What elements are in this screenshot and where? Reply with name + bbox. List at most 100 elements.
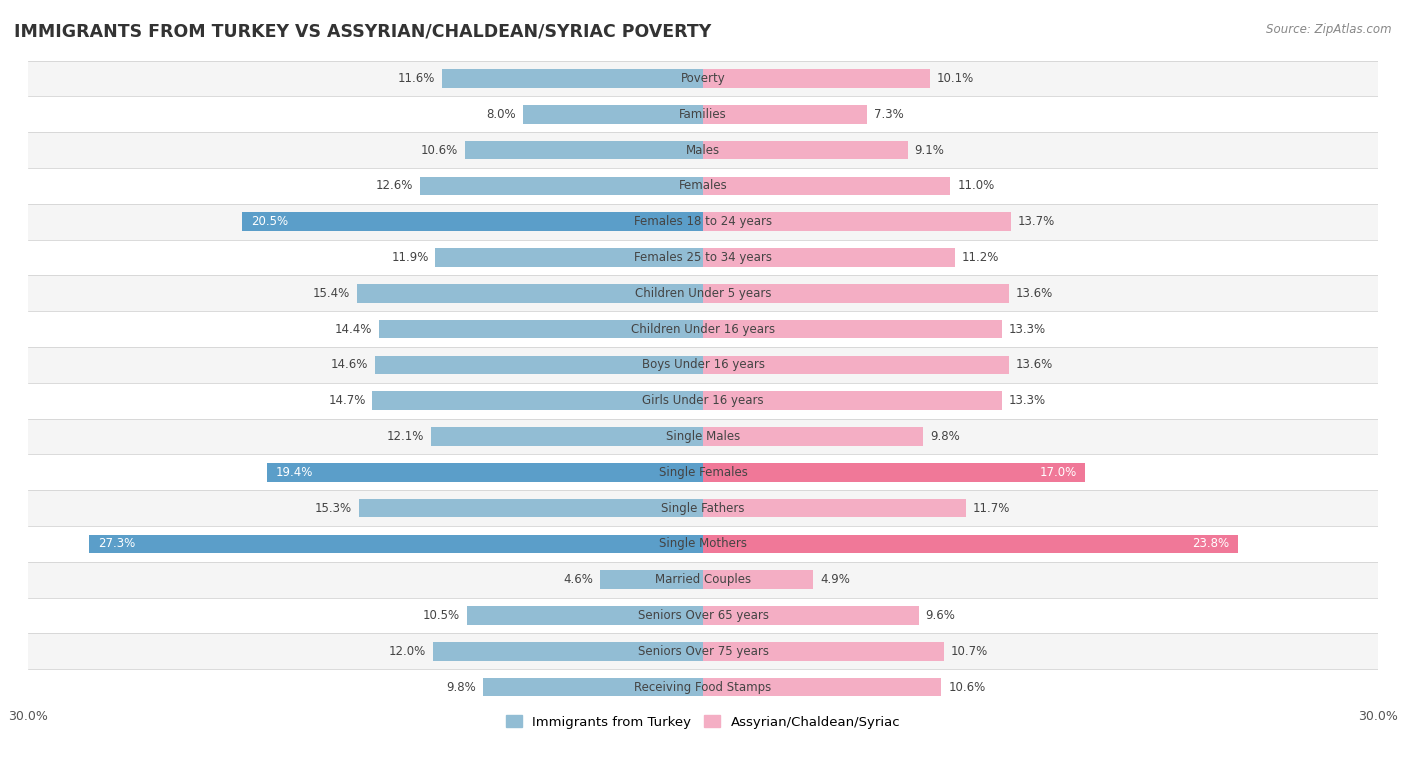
- Text: Married Couples: Married Couples: [655, 573, 751, 586]
- Bar: [523, 105, 703, 124]
- Bar: [28, 490, 1378, 526]
- Bar: [703, 356, 1010, 374]
- Text: 15.3%: 15.3%: [315, 502, 352, 515]
- Text: 9.8%: 9.8%: [931, 430, 960, 443]
- Bar: [28, 347, 1378, 383]
- Bar: [359, 499, 703, 518]
- Bar: [433, 642, 703, 660]
- Bar: [380, 320, 703, 338]
- Text: 17.0%: 17.0%: [1039, 465, 1077, 479]
- Text: 13.3%: 13.3%: [1010, 323, 1046, 336]
- Bar: [703, 69, 931, 88]
- Text: 4.6%: 4.6%: [562, 573, 593, 586]
- Bar: [28, 454, 1378, 490]
- Bar: [357, 284, 703, 302]
- Bar: [28, 132, 1378, 168]
- Text: Females 18 to 24 years: Females 18 to 24 years: [634, 215, 772, 228]
- Text: 11.7%: 11.7%: [973, 502, 1011, 515]
- Bar: [703, 320, 1002, 338]
- Bar: [28, 634, 1378, 669]
- Bar: [467, 606, 703, 625]
- Bar: [28, 562, 1378, 597]
- Text: Receiving Food Stamps: Receiving Food Stamps: [634, 681, 772, 694]
- Text: 12.0%: 12.0%: [389, 645, 426, 658]
- Text: 11.2%: 11.2%: [962, 251, 1000, 264]
- Text: Females: Females: [679, 180, 727, 193]
- Text: 10.5%: 10.5%: [423, 609, 460, 622]
- Bar: [267, 463, 703, 481]
- Bar: [419, 177, 703, 196]
- Text: 9.8%: 9.8%: [446, 681, 475, 694]
- Text: Families: Families: [679, 108, 727, 121]
- Text: 11.6%: 11.6%: [398, 72, 436, 85]
- Bar: [28, 526, 1378, 562]
- Text: 10.7%: 10.7%: [950, 645, 987, 658]
- Text: 12.1%: 12.1%: [387, 430, 425, 443]
- Bar: [703, 678, 942, 697]
- Bar: [703, 248, 955, 267]
- Text: Girls Under 16 years: Girls Under 16 years: [643, 394, 763, 407]
- Bar: [703, 177, 950, 196]
- Bar: [28, 61, 1378, 96]
- Bar: [703, 499, 966, 518]
- Text: 11.9%: 11.9%: [391, 251, 429, 264]
- Text: 10.6%: 10.6%: [420, 143, 458, 157]
- Bar: [28, 669, 1378, 705]
- Text: 10.6%: 10.6%: [948, 681, 986, 694]
- Bar: [441, 69, 703, 88]
- Text: 14.7%: 14.7%: [328, 394, 366, 407]
- Text: 7.3%: 7.3%: [875, 108, 904, 121]
- Bar: [436, 248, 703, 267]
- Text: 9.1%: 9.1%: [914, 143, 945, 157]
- Bar: [482, 678, 703, 697]
- Text: Single Mothers: Single Mothers: [659, 537, 747, 550]
- Bar: [28, 240, 1378, 275]
- Text: Seniors Over 75 years: Seniors Over 75 years: [637, 645, 769, 658]
- Bar: [703, 212, 1011, 231]
- Text: 27.3%: 27.3%: [98, 537, 135, 550]
- Text: Females 25 to 34 years: Females 25 to 34 years: [634, 251, 772, 264]
- Bar: [703, 534, 1239, 553]
- Bar: [703, 606, 920, 625]
- Text: Single Fathers: Single Fathers: [661, 502, 745, 515]
- Text: IMMIGRANTS FROM TURKEY VS ASSYRIAN/CHALDEAN/SYRIAC POVERTY: IMMIGRANTS FROM TURKEY VS ASSYRIAN/CHALD…: [14, 23, 711, 41]
- Text: 13.6%: 13.6%: [1015, 287, 1053, 300]
- Text: 9.6%: 9.6%: [925, 609, 956, 622]
- Text: Single Males: Single Males: [666, 430, 740, 443]
- Text: 13.3%: 13.3%: [1010, 394, 1046, 407]
- Text: 15.4%: 15.4%: [312, 287, 350, 300]
- Bar: [703, 463, 1085, 481]
- Text: Single Females: Single Females: [658, 465, 748, 479]
- Bar: [599, 570, 703, 589]
- Legend: Immigrants from Turkey, Assyrian/Chaldean/Syriac: Immigrants from Turkey, Assyrian/Chaldea…: [501, 709, 905, 734]
- Text: Males: Males: [686, 143, 720, 157]
- Text: Source: ZipAtlas.com: Source: ZipAtlas.com: [1267, 23, 1392, 36]
- Text: 10.1%: 10.1%: [936, 72, 974, 85]
- Bar: [373, 391, 703, 410]
- Bar: [430, 428, 703, 446]
- Bar: [28, 418, 1378, 454]
- Bar: [28, 312, 1378, 347]
- Text: Boys Under 16 years: Boys Under 16 years: [641, 359, 765, 371]
- Text: Children Under 16 years: Children Under 16 years: [631, 323, 775, 336]
- Text: 19.4%: 19.4%: [276, 465, 314, 479]
- Bar: [89, 534, 703, 553]
- Bar: [242, 212, 703, 231]
- Text: 8.0%: 8.0%: [486, 108, 516, 121]
- Bar: [703, 570, 813, 589]
- Text: 20.5%: 20.5%: [250, 215, 288, 228]
- Text: 14.6%: 14.6%: [330, 359, 368, 371]
- Text: 14.4%: 14.4%: [335, 323, 373, 336]
- Text: 13.7%: 13.7%: [1018, 215, 1054, 228]
- Text: 23.8%: 23.8%: [1192, 537, 1229, 550]
- Text: Children Under 5 years: Children Under 5 years: [634, 287, 772, 300]
- Text: Seniors Over 65 years: Seniors Over 65 years: [637, 609, 769, 622]
- Bar: [374, 356, 703, 374]
- Text: 11.0%: 11.0%: [957, 180, 994, 193]
- Bar: [28, 275, 1378, 312]
- Text: 4.9%: 4.9%: [820, 573, 849, 586]
- Bar: [703, 428, 924, 446]
- Bar: [28, 597, 1378, 634]
- Bar: [703, 284, 1010, 302]
- Text: 13.6%: 13.6%: [1015, 359, 1053, 371]
